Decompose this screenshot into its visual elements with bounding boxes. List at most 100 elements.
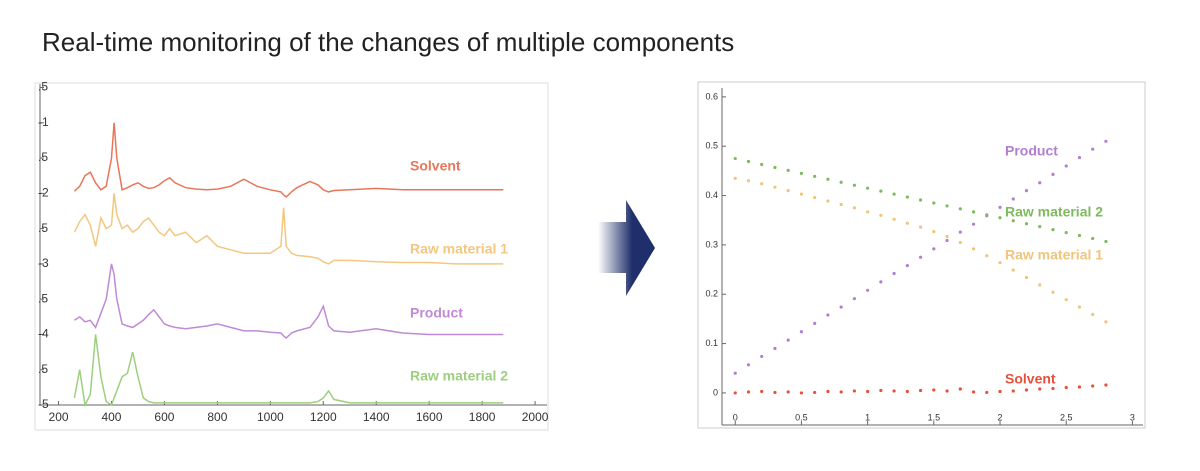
y-tick-label: .5 (38, 221, 48, 235)
data-dot (799, 171, 804, 175)
spectrum-line (73, 193, 504, 265)
data-dot (892, 271, 896, 276)
x-tick-label: 1 (865, 412, 870, 422)
x-tick-label: 1800 (469, 410, 496, 424)
data-dot (852, 183, 856, 187)
y-tick-label: -2 (38, 186, 49, 200)
y-tick-label: 0.4 (705, 190, 718, 200)
data-dot (760, 354, 764, 359)
data-dot (905, 195, 909, 199)
data-dot (1064, 298, 1068, 302)
data-dot (918, 198, 923, 202)
data-dot (879, 388, 883, 393)
y-tick-label: 0.1 (705, 338, 718, 348)
data-dot (1024, 222, 1029, 226)
x-tick-label: 0 (733, 412, 738, 422)
data-dot (971, 222, 976, 226)
data-dot (746, 159, 751, 164)
x-tick-label: 2.5 (1060, 412, 1073, 422)
data-dot (746, 179, 751, 183)
data-dot (746, 363, 751, 367)
data-dot (1011, 219, 1015, 223)
y-tick-label: 0.5 (705, 141, 718, 151)
data-dot (945, 389, 949, 393)
series-label: Solvent (410, 158, 461, 174)
data-dot (866, 389, 870, 394)
data-dot (733, 156, 737, 161)
data-dot (932, 201, 936, 205)
data-dot (786, 168, 790, 172)
series-label: Product (410, 305, 463, 321)
x-tick-label: 800 (207, 410, 227, 424)
series-label: Raw material 2 (1005, 204, 1103, 220)
data-dot (971, 210, 976, 214)
y-tick-label: -3 (38, 256, 49, 270)
data-dot (1077, 385, 1082, 389)
right-frame (697, 81, 1146, 429)
data-dot (786, 338, 790, 342)
data-dot (918, 255, 923, 259)
data-dot (892, 192, 896, 196)
data-dot (1104, 320, 1108, 324)
data-dot (813, 195, 817, 200)
y-tick-label: 0.2 (705, 289, 718, 299)
data-dot (839, 202, 843, 207)
data-dot (1011, 389, 1015, 393)
x-tick-label: 1.5 (928, 412, 941, 422)
data-dot (1051, 290, 1055, 294)
data-dot (786, 390, 790, 394)
series-label: Product (1005, 143, 1058, 159)
data-dot (1011, 197, 1015, 201)
y-tick-label: .5 (38, 291, 48, 305)
data-dot (1064, 230, 1068, 235)
data-dot (799, 330, 804, 334)
data-dot (1038, 225, 1042, 229)
data-dot (1038, 283, 1042, 287)
data-dot (1104, 139, 1108, 143)
x-tick-label: 600 (154, 410, 174, 424)
x-tick-label: 1000 (257, 410, 284, 424)
data-dot (1024, 189, 1029, 193)
x-tick-label: 400 (101, 410, 121, 424)
data-dot (826, 313, 830, 317)
data-dot (892, 217, 896, 221)
data-dot (1091, 312, 1095, 317)
data-dot (879, 189, 883, 193)
data-dot (958, 230, 962, 234)
data-dot (866, 210, 870, 214)
series-label: Solvent (1005, 371, 1056, 387)
data-dot (945, 204, 949, 208)
data-dot (998, 205, 1002, 210)
data-dot (958, 240, 962, 245)
data-dot (799, 391, 804, 395)
data-dot (760, 162, 764, 167)
data-dot (760, 389, 764, 394)
data-dot (998, 389, 1002, 394)
data-dot (971, 390, 976, 394)
data-dot (826, 389, 830, 394)
data-dot (985, 390, 989, 395)
data-dot (1104, 239, 1108, 244)
x-tick-label: 1400 (363, 410, 390, 424)
y-tick-label: 0.3 (705, 239, 718, 249)
y-tick-label: 0.6 (705, 91, 718, 101)
series-label: Raw material 1 (410, 241, 508, 257)
data-dot (813, 321, 817, 325)
left-frame (34, 82, 549, 431)
data-dot (839, 180, 843, 184)
y-tick-label: .5 (38, 362, 48, 376)
x-tick-label: 200 (49, 410, 69, 424)
data-dot (1077, 305, 1082, 309)
data-dot (746, 390, 751, 394)
data-dot (1038, 387, 1042, 391)
y-tick-label: -5 (38, 397, 49, 411)
data-dot (945, 238, 949, 243)
data-dot (1104, 383, 1108, 387)
data-dot (985, 213, 989, 217)
data-dot (1064, 385, 1068, 390)
data-dot (1024, 388, 1029, 392)
data-dot (852, 206, 856, 210)
data-dot (998, 261, 1002, 265)
data-dot (985, 254, 989, 258)
